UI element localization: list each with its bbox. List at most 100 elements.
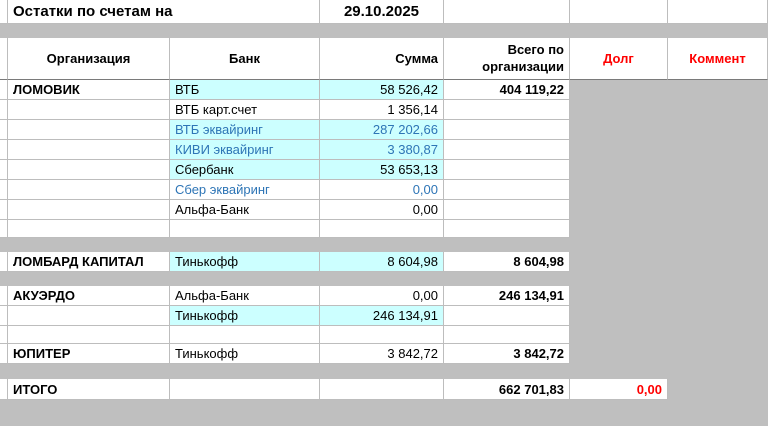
empty-cell[interactable] <box>444 0 570 24</box>
bank-cell[interactable]: Сбербанк <box>170 160 320 180</box>
comment-cell[interactable] <box>668 160 768 180</box>
empty-cell[interactable] <box>8 220 170 238</box>
debt-cell[interactable] <box>570 200 668 220</box>
org-cell[interactable] <box>8 306 170 326</box>
org-cell[interactable]: ЮПИТЕР <box>8 344 170 364</box>
comment-cell[interactable] <box>668 100 768 120</box>
comment-cell[interactable] <box>668 220 768 238</box>
bank-cell[interactable]: ВТБ карт.счет <box>170 100 320 120</box>
total-cell[interactable] <box>444 100 570 120</box>
org-cell[interactable] <box>8 180 170 200</box>
empty-cell[interactable] <box>444 220 570 238</box>
empty-cell[interactable] <box>668 0 768 24</box>
bank-cell[interactable]: ВТБ эквайринг <box>170 120 320 140</box>
column-header-comment[interactable]: Коммент <box>668 38 768 80</box>
org-cell[interactable] <box>8 200 170 220</box>
sum-cell[interactable]: 1 356,14 <box>320 100 444 120</box>
total-cell[interactable]: 404 119,22 <box>444 80 570 100</box>
column-header-total[interactable]: Всего по организации <box>444 38 570 80</box>
empty-cell[interactable] <box>170 326 320 344</box>
empty-cell[interactable] <box>8 326 170 344</box>
empty-cell[interactable] <box>444 326 570 344</box>
debt-cell[interactable] <box>570 180 668 200</box>
debt-cell[interactable] <box>570 326 668 344</box>
org-cell[interactable]: ИТОГО <box>8 379 170 400</box>
total-cell[interactable]: 8 604,98 <box>444 252 570 272</box>
sum-cell[interactable]: 287 202,66 <box>320 120 444 140</box>
sum-cell[interactable]: 0,00 <box>320 200 444 220</box>
column-header-bank[interactable]: Банк <box>170 38 320 80</box>
empty-row <box>0 220 768 238</box>
org-cell[interactable] <box>8 100 170 120</box>
column-header-debt[interactable]: Долг <box>570 38 668 80</box>
org-cell[interactable]: ЛОМБАРД КАПИТАЛ <box>8 252 170 272</box>
empty-cell[interactable] <box>320 326 444 344</box>
debt-cell[interactable] <box>570 286 668 306</box>
comment-cell[interactable] <box>668 200 768 220</box>
sum-cell[interactable]: 3 380,87 <box>320 140 444 160</box>
empty-cell[interactable] <box>320 220 444 238</box>
debt-cell[interactable] <box>570 120 668 140</box>
empty-cell[interactable] <box>170 220 320 238</box>
total-cell[interactable] <box>444 140 570 160</box>
bank-cell[interactable]: КИВИ эквайринг <box>170 140 320 160</box>
comment-cell[interactable] <box>668 252 768 272</box>
bank-cell[interactable]: Сбер эквайринг <box>170 180 320 200</box>
bank-cell[interactable] <box>170 379 320 400</box>
column-header-org[interactable]: Организация <box>8 38 170 80</box>
comment-cell[interactable] <box>668 80 768 100</box>
debt-cell[interactable] <box>570 344 668 364</box>
gutter-cell <box>0 140 8 160</box>
debt-cell[interactable] <box>570 220 668 238</box>
debt-cell[interactable] <box>570 80 668 100</box>
debt-cell[interactable] <box>570 252 668 272</box>
total-cell[interactable] <box>444 200 570 220</box>
sum-cell[interactable] <box>320 379 444 400</box>
bank-cell[interactable]: Альфа-Банк <box>170 200 320 220</box>
comment-cell[interactable] <box>668 344 768 364</box>
total-cell[interactable]: 662 701,83 <box>444 379 570 400</box>
bank-cell[interactable]: ВТБ <box>170 80 320 100</box>
debt-cell[interactable] <box>570 140 668 160</box>
bank-cell[interactable]: Тинькофф <box>170 252 320 272</box>
debt-cell[interactable]: 0,00 <box>570 379 668 400</box>
comment-cell[interactable] <box>668 120 768 140</box>
total-cell[interactable] <box>444 306 570 326</box>
total-cell[interactable] <box>444 160 570 180</box>
org-cell[interactable] <box>8 120 170 140</box>
comment-cell[interactable] <box>668 140 768 160</box>
comment-cell[interactable] <box>668 180 768 200</box>
org-cell[interactable] <box>8 140 170 160</box>
bank-cell[interactable]: Тинькофф <box>170 306 320 326</box>
sum-cell[interactable]: 8 604,98 <box>320 252 444 272</box>
empty-cell[interactable] <box>570 0 668 24</box>
bank-cell[interactable]: Тинькофф <box>170 344 320 364</box>
sum-cell[interactable]: 0,00 <box>320 180 444 200</box>
debt-cell[interactable] <box>570 100 668 120</box>
debt-cell[interactable] <box>570 306 668 326</box>
total-cell[interactable] <box>444 120 570 140</box>
column-header-sum[interactable]: Сумма <box>320 38 444 80</box>
report-date[interactable]: 29.10.2025 <box>320 0 444 24</box>
org-cell[interactable]: ЛОМОВИК <box>8 80 170 100</box>
comment-cell[interactable] <box>668 379 768 400</box>
comment-cell[interactable] <box>668 286 768 306</box>
org-cell[interactable]: АКУЭРДО <box>8 286 170 306</box>
page-title[interactable]: Остатки по счетам на <box>8 0 320 24</box>
sum-cell[interactable]: 246 134,91 <box>320 306 444 326</box>
bank-cell[interactable]: Альфа-Банк <box>170 286 320 306</box>
total-cell[interactable]: 3 842,72 <box>444 344 570 364</box>
debt-cell[interactable] <box>570 160 668 180</box>
sum-cell[interactable]: 3 842,72 <box>320 344 444 364</box>
org-cell[interactable] <box>8 160 170 180</box>
sum-cell[interactable]: 58 526,42 <box>320 80 444 100</box>
total-cell[interactable]: 246 134,91 <box>444 286 570 306</box>
separator-row <box>0 272 768 286</box>
sum-cell[interactable]: 0,00 <box>320 286 444 306</box>
gutter-cell <box>0 200 8 220</box>
comment-cell[interactable] <box>668 306 768 326</box>
comment-cell[interactable] <box>668 326 768 344</box>
sum-cell[interactable]: 53 653,13 <box>320 160 444 180</box>
title-row: Остатки по счетам на 29.10.2025 <box>0 0 768 24</box>
total-cell[interactable] <box>444 180 570 200</box>
